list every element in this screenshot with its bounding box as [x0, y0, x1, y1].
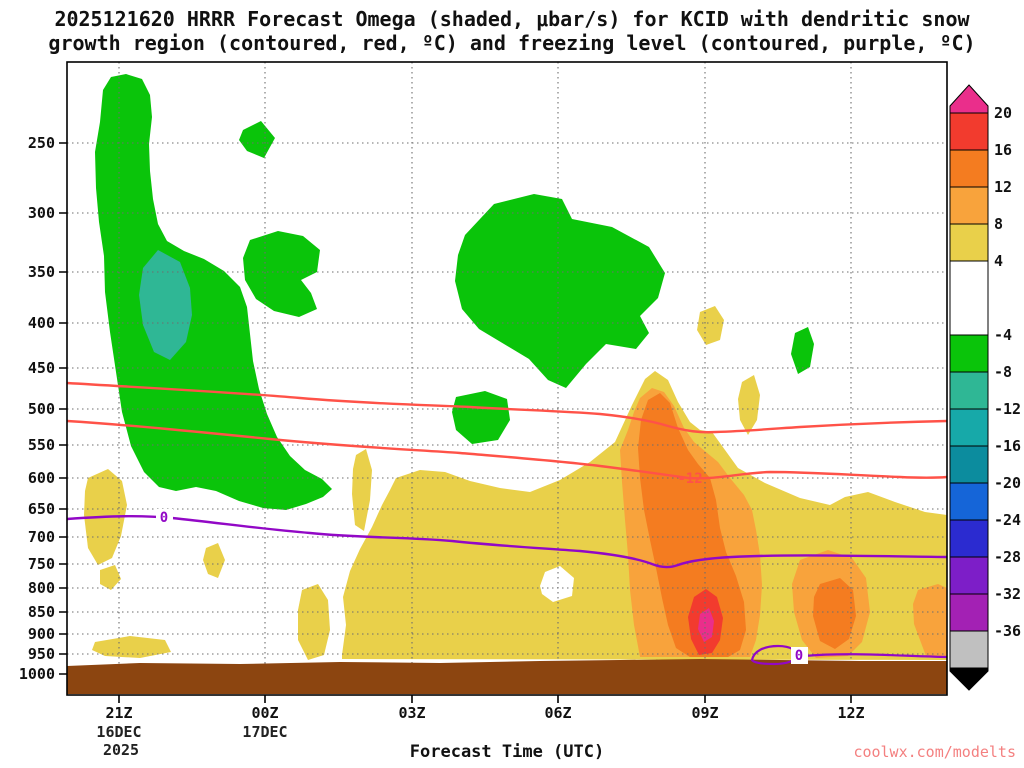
x-date-label: 17DEC: [242, 723, 287, 741]
colorbar-segment: [949, 519, 989, 558]
colorbar-tick-label: 20: [994, 104, 1012, 122]
yellow-descent-strip-00z: [298, 584, 330, 660]
colorbar-segment: [949, 408, 989, 447]
colorbar-segment: [949, 334, 989, 373]
colorbar-tick-label: 12: [994, 178, 1012, 196]
colorbar-segment: [949, 149, 989, 188]
orange-descent-far-right: [913, 584, 947, 658]
y-tick-label: 800: [28, 579, 55, 597]
colorbar-tick-label: -36: [994, 622, 1021, 640]
chart-title-line2: growth region (contoured, red, ºC) and f…: [48, 31, 975, 55]
freezing-level-main-contour: [66, 515, 948, 569]
x-tick-label: 12Z: [837, 704, 864, 722]
dendritic-contour-label: -12: [677, 471, 702, 487]
colorbar-tick-label: -4: [994, 326, 1012, 344]
x-tick-label: 03Z: [398, 704, 425, 722]
y-tick-label: 500: [28, 400, 55, 418]
colorbar-segment: [949, 371, 989, 410]
terrain-fill: [67, 659, 947, 694]
deep-orange-right-core: [813, 578, 856, 649]
colorbar-segment: [949, 260, 989, 336]
axis-tick-marks: [59, 142, 852, 703]
yellow-descent-thin-strip: [352, 449, 372, 531]
teal-ascent-core: [139, 250, 192, 360]
x-tick-label: 21Z: [105, 704, 132, 722]
yellow-descent-left-small: [100, 565, 121, 590]
x-tick-label: 00Z: [251, 704, 278, 722]
x-tick-label: 09Z: [691, 704, 718, 722]
green-ascent-right-small: [791, 327, 814, 374]
green-ascent-below-center: [452, 391, 510, 444]
colorbar-segment: [949, 482, 989, 521]
y-tick-label: 300: [28, 204, 55, 222]
freezing-level-label-right: 0: [795, 648, 803, 664]
white-hole-in-yellow: [540, 566, 574, 602]
colorbar-segment: [949, 445, 989, 484]
y-tick-label: 950: [28, 645, 55, 663]
y-tick-label: 350: [28, 263, 55, 281]
green-ascent-main-region: [95, 74, 332, 510]
deep-orange-descent-core: [638, 393, 746, 657]
freezing-label-box-left: [156, 509, 173, 526]
freezing-level-contours: 0 0: [66, 509, 948, 666]
colorbar-tick-label: 8: [994, 215, 1003, 233]
colorbar-tick-label: -16: [994, 437, 1021, 455]
yellow-descent-strip-21z: [203, 543, 225, 578]
colorbar-top-arrow: [949, 84, 989, 114]
x-year-label: 2025: [103, 741, 139, 759]
green-ascent-center-region: [455, 194, 665, 388]
colorbar-tick-label: -32: [994, 585, 1021, 603]
green-ascent-small-top: [239, 121, 275, 158]
x-axis-title: Forecast Time (UTC): [410, 742, 604, 762]
y-tick-label: 250: [28, 134, 55, 152]
y-tick-label: 450: [28, 359, 55, 377]
x-tick-label: 06Z: [544, 704, 571, 722]
y-tick-label: 400: [28, 314, 55, 332]
chart-title-line1: 2025121620 HRRR Forecast Omega (shaded, …: [54, 7, 970, 31]
dendritic-contour-lower: [66, 419, 948, 480]
y-tick-label: 700: [28, 528, 55, 546]
colorbar-tick-label: -24: [994, 511, 1021, 529]
colorbar-bottom-arrow: [949, 667, 989, 691]
colorbar: 20 16 12 8 4 -4 -8 -12 -16 -20 -24 -28 -…: [949, 84, 1021, 691]
x-axis-labels: 21Z 00Z 03Z 06Z 09Z 12Z 16DEC 2025 17DEC…: [96, 704, 864, 762]
colorbar-tick-label: 4: [994, 252, 1003, 270]
watermark: coolwx.com/modelts: [853, 743, 1016, 761]
y-tick-label: 750: [28, 555, 55, 573]
y-tick-label: 650: [28, 500, 55, 518]
yellow-descent-strip-10z: [738, 375, 760, 435]
y-tick-label: 550: [28, 436, 55, 454]
colorbar-segment: [949, 630, 989, 669]
colorbar-tick-label: -20: [994, 474, 1021, 492]
colorbar-segment: [949, 556, 989, 595]
colorbar-segment: [949, 593, 989, 632]
y-tick-label: 1000: [19, 665, 55, 683]
colorbar-tick-label: -8: [994, 363, 1012, 381]
plot-frame: [66, 61, 948, 696]
x-date-label: 16DEC: [96, 723, 141, 741]
green-ascent-mid-blob: [243, 231, 320, 317]
y-axis-labels: 250 300 350 400 450 500 550 600 650 700 …: [19, 134, 55, 683]
colorbar-segment: [949, 223, 989, 262]
dendritic-growth-contours: -12: [66, 381, 948, 487]
colorbar-segment: [949, 186, 989, 225]
colorbar-tick-label: -28: [994, 548, 1021, 566]
colorbar-tick-label: 16: [994, 141, 1012, 159]
freezing-label-box-right: [791, 647, 808, 664]
y-tick-label: 850: [28, 603, 55, 621]
colorbar-segment: [949, 112, 989, 151]
grid-lines: [67, 62, 947, 695]
freezing-level-label-left: 0: [160, 510, 168, 526]
yellow-descent-small-above-column: [697, 306, 724, 345]
y-tick-label: 900: [28, 625, 55, 643]
dendritic-contour-upper: [66, 381, 948, 434]
colorbar-tick-label: -12: [994, 400, 1021, 418]
yellow-descent-bottom-left: [92, 636, 171, 658]
y-tick-label: 600: [28, 469, 55, 487]
